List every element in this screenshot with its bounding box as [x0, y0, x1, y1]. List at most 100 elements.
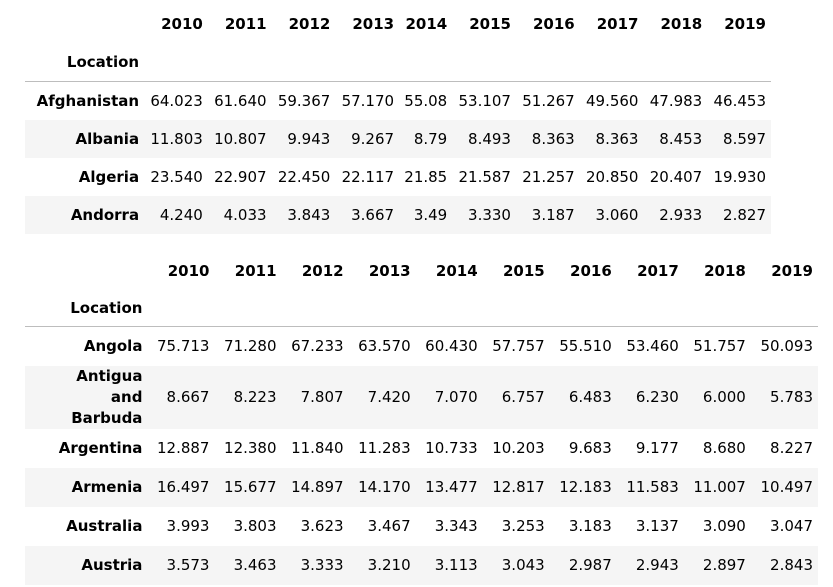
table-row: Antigua and Barbuda 8.667 8.223 7.807 7.… — [25, 365, 818, 429]
table-cell: 7.070 — [434, 388, 478, 406]
table-cell: 67.233 — [291, 337, 344, 356]
row-label: Armenia — [71, 478, 143, 496]
column-header: 2019 — [724, 15, 766, 33]
table-cell: 6.757 — [501, 388, 545, 406]
column-header: 2010 — [161, 15, 203, 33]
table-cell: 11.803 — [150, 129, 203, 148]
column-header: 2010 — [167, 262, 210, 280]
table-cell: 9.267 — [351, 129, 395, 148]
row-label: Angola — [83, 337, 143, 356]
table-cell: 3.060 — [595, 205, 639, 224]
table-cell: 8.227 — [770, 439, 813, 457]
table-cell: 3.343 — [434, 517, 478, 535]
table-cell: 23.540 — [150, 167, 203, 186]
table-cell: 6.000 — [702, 388, 746, 406]
column-header: 2019 — [771, 262, 813, 280]
table-row: Algeria 23.540 22.907 22.450 22.117 21.8… — [25, 158, 771, 196]
table-cell: 53.460 — [626, 337, 679, 356]
table-cell: 50.093 — [760, 337, 814, 356]
table-cell: 59.367 — [277, 91, 331, 110]
row-label: Andorra — [70, 205, 140, 224]
table-cell: 14.170 — [358, 478, 411, 496]
column-header: 2014 — [435, 262, 478, 280]
table-cell: 21.257 — [522, 167, 575, 186]
table-cell: 8.680 — [702, 439, 746, 457]
table-cell: 2.933 — [659, 205, 703, 224]
table-cell: 8.493 — [468, 129, 511, 148]
table-cell: 60.430 — [425, 337, 478, 356]
table-cell: 12.380 — [224, 439, 277, 457]
column-header: 2017 — [596, 15, 639, 33]
table-cell: 21.587 — [458, 167, 511, 186]
table-cell: 10.497 — [760, 478, 814, 496]
column-header: 2017 — [637, 262, 679, 280]
table-cell: 3.803 — [233, 517, 277, 535]
table-cell: 57.170 — [341, 91, 395, 110]
table-cell: 8.363 — [595, 129, 639, 148]
table-cell: 2.987 — [568, 556, 612, 574]
table-cell: 3.463 — [233, 556, 277, 574]
table-cell: 3.573 — [166, 556, 210, 574]
column-header: 2015 — [502, 262, 545, 280]
table-cell: 14.897 — [291, 478, 344, 496]
table-cell: 2.943 — [635, 556, 679, 574]
table-cell: 3.187 — [531, 205, 575, 224]
table-row: Australia 3.993 3.803 3.623 3.467 3.343 … — [25, 507, 818, 546]
column-header: 2016 — [570, 262, 612, 280]
table-cell: 3.667 — [351, 205, 395, 224]
table-cell: 7.420 — [367, 388, 411, 406]
index-name-row: Location — [25, 43, 771, 82]
table-cell: 8.667 — [166, 388, 210, 406]
index-corner-cell — [25, 252, 147, 290]
table-cell: 19.930 — [713, 167, 767, 186]
table-cell: 10.733 — [425, 439, 478, 457]
table-cell: 53.107 — [458, 91, 511, 110]
row-label: Argentina — [58, 439, 143, 457]
table-cell: 9.177 — [635, 439, 679, 457]
table-cell: 21.85 — [404, 167, 448, 186]
column-header: 2011 — [224, 15, 267, 33]
column-header-row: 2010 2011 2012 2013 2014 2015 2016 2017 … — [25, 252, 818, 290]
table-cell: 4.033 — [223, 205, 267, 224]
row-label: Antigua and Barbuda — [25, 366, 147, 429]
table-cell: 61.640 — [214, 91, 267, 110]
table-cell: 12.183 — [559, 478, 612, 496]
row-label: Albania — [75, 129, 140, 148]
table-row: Austria 3.573 3.463 3.333 3.210 3.113 3.… — [25, 545, 818, 585]
index-corner-cell — [25, 5, 144, 43]
table-cell: 9.943 — [287, 129, 331, 148]
table-cell: 4.240 — [159, 205, 203, 224]
table-cell: 22.117 — [341, 167, 395, 186]
row-label: Australia — [66, 517, 143, 535]
table-cell: 3.210 — [367, 556, 411, 574]
table-cell: 8.223 — [233, 388, 277, 406]
index-name-row: Location — [25, 290, 818, 327]
row-label-text: Antigua and Barbuda — [71, 366, 143, 427]
table-cell: 75.713 — [156, 337, 210, 356]
column-header: 2018 — [704, 262, 746, 280]
table-cell: 8.363 — [531, 129, 575, 148]
table-cell: 20.850 — [585, 167, 639, 186]
row-label: Algeria — [78, 167, 140, 186]
table-cell: 9.683 — [568, 439, 612, 457]
table-cell: 55.510 — [559, 337, 612, 356]
table-row: Andorra 4.240 4.033 3.843 3.667 3.49 3.3… — [25, 195, 771, 234]
table-cell: 63.570 — [358, 337, 411, 356]
table-cell: 64.023 — [150, 91, 203, 110]
column-header: 2014 — [405, 15, 448, 33]
table-cell: 6.230 — [635, 388, 679, 406]
table-cell: 3.623 — [300, 517, 344, 535]
table-cell: 3.113 — [434, 556, 478, 574]
column-header: 2018 — [660, 15, 703, 33]
table-cell: 3.253 — [501, 517, 545, 535]
index-name: Location — [66, 53, 140, 71]
table-cell: 5.783 — [770, 388, 813, 406]
column-header: 2013 — [352, 15, 395, 33]
table-cell: 8.597 — [723, 129, 766, 148]
column-header: 2011 — [234, 262, 277, 280]
table-cell: 11.007 — [693, 478, 746, 496]
table-cell: 51.267 — [522, 91, 575, 110]
table-cell: 57.757 — [492, 337, 545, 356]
table-cell: 10.203 — [492, 439, 545, 457]
table-cell: 2.843 — [770, 556, 813, 574]
